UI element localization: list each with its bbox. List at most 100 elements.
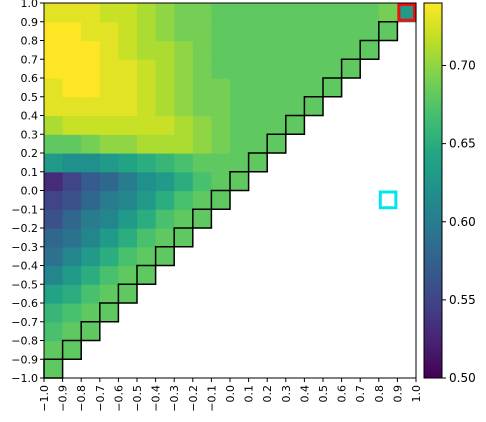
heatmap-cell: [323, 59, 343, 79]
heatmap-cell: [44, 228, 64, 248]
heatmap-cell: [230, 21, 250, 42]
heatmap-cell: [323, 3, 343, 23]
heatmap-cell: [192, 40, 212, 60]
x-tick-label: 0.7: [354, 385, 367, 403]
colorbar-tick-label: 0.50: [449, 371, 476, 385]
heatmap-cell: [118, 59, 138, 79]
y-tick-label: −0.7: [11, 316, 38, 329]
x-tick-label: 0.0: [224, 385, 237, 403]
heatmap-cell: [62, 171, 82, 192]
diagonal-cell-outline: [285, 114, 306, 135]
heatmap-cell: [62, 40, 82, 60]
heatmap-cell: [118, 153, 138, 173]
heatmap-cell: [192, 59, 212, 79]
y-tick-label: −0.9: [11, 353, 38, 366]
heatmap-cell: [118, 96, 138, 117]
heatmap-cell: [62, 3, 82, 23]
heatmap-cell: [230, 115, 250, 135]
heatmap-cell: [230, 40, 250, 60]
heatmap-cell: [118, 228, 138, 248]
heatmap-cell: [118, 209, 138, 229]
heatmap-cell: [155, 78, 175, 98]
y-tick-label: 0.3: [21, 128, 39, 141]
heatmap-cell: [174, 190, 194, 210]
heatmap-cell: [44, 246, 64, 267]
heatmap-cell: [44, 78, 64, 98]
y-tick-label: 0.1: [21, 166, 39, 179]
heatmap-cell: [192, 115, 212, 135]
y-tick-label: 0.8: [21, 35, 39, 48]
heatmap-cell: [62, 340, 82, 360]
heatmap-cell: [118, 284, 138, 304]
y-tick-label: 0.9: [21, 16, 39, 29]
heatmap-cell: [155, 3, 175, 23]
heatmap-cell: [267, 21, 287, 42]
heatmap-cell: [285, 3, 305, 23]
heatmap-cell: [192, 153, 212, 173]
diagonal-cell-outline: [322, 77, 343, 98]
diagonal-cell-outline: [266, 133, 287, 154]
heatmap-cell: [62, 246, 82, 267]
heatmap-cell: [44, 190, 64, 210]
heatmap-cell: [174, 40, 194, 60]
heatmap-cell: [118, 115, 138, 135]
colorbar-tick-label: 0.70: [449, 59, 476, 73]
heatmap-cell: [285, 59, 305, 79]
y-tick-label: 0.4: [21, 110, 39, 123]
heatmap-cell: [378, 3, 398, 23]
heatmap-cell: [137, 134, 157, 154]
heatmap-cell: [62, 209, 82, 229]
heatmap-cell: [360, 3, 380, 23]
x-tick-label: −0.8: [75, 385, 88, 412]
heatmap-cell: [211, 40, 231, 60]
heatmap-cell: [99, 303, 119, 323]
heatmap-cell: [155, 21, 175, 42]
y-tick-label: −0.3: [11, 241, 38, 254]
heatmap-cell: [44, 303, 64, 323]
y-tick-label: −0.6: [11, 297, 38, 310]
y-tick-label: −0.5: [11, 278, 38, 291]
heatmap-cell: [211, 134, 231, 154]
colorbar-tick-label: 0.55: [449, 293, 476, 307]
heatmap-cell: [248, 21, 268, 42]
heatmap-cell: [118, 246, 138, 267]
heatmap-cell: [44, 115, 64, 135]
x-tick-label: 0.2: [261, 385, 274, 403]
highlight-box: [397, 3, 416, 22]
heatmap-cell: [99, 40, 119, 60]
heatmap-cell: [81, 284, 101, 304]
x-axis: −1.0 −0.9 −0.8 −0.7 −0.6 −0.5 −0.4 −0.3 −0.2 −0.1…: [38, 378, 423, 412]
y-tick-label: −0.8: [11, 335, 38, 348]
heatmap-cell: [99, 3, 119, 23]
heatmap-cell: [267, 78, 287, 98]
heatmap-cell: [304, 59, 324, 79]
heatmap-cell: [248, 3, 268, 23]
colorbar-tick-label: 0.65: [449, 137, 476, 151]
heatmap-cell: [230, 171, 250, 192]
y-tick-label: 0.6: [21, 72, 39, 85]
heatmap-cell: [137, 171, 157, 192]
heatmap-cell: [99, 134, 119, 154]
heatmap-cell: [137, 96, 157, 117]
heatmap-cell: [81, 3, 101, 23]
heatmap-cell: [304, 3, 324, 23]
y-tick-label: −0.2: [11, 222, 38, 235]
x-tick-label: 0.4: [298, 385, 311, 403]
heatmap-cell: [360, 21, 380, 42]
heatmap-cell: [192, 96, 212, 117]
heatmap-cell: [378, 21, 398, 42]
heatmap-cell: [248, 115, 268, 135]
heatmap-cell: [192, 134, 212, 154]
heatmap-cell: [285, 78, 305, 98]
heatmap-cell: [137, 190, 157, 210]
heatmap-cell: [99, 59, 119, 79]
heatmap-cell: [192, 3, 212, 23]
heatmap-cell: [137, 209, 157, 229]
heatmap-cell: [155, 246, 175, 267]
heatmap-cell: [174, 134, 194, 154]
heatmap-cell: [44, 284, 64, 304]
heatmap-cell: [81, 228, 101, 248]
diagonal-cell-outline: [154, 246, 175, 267]
heatmap-cell: [192, 78, 212, 98]
